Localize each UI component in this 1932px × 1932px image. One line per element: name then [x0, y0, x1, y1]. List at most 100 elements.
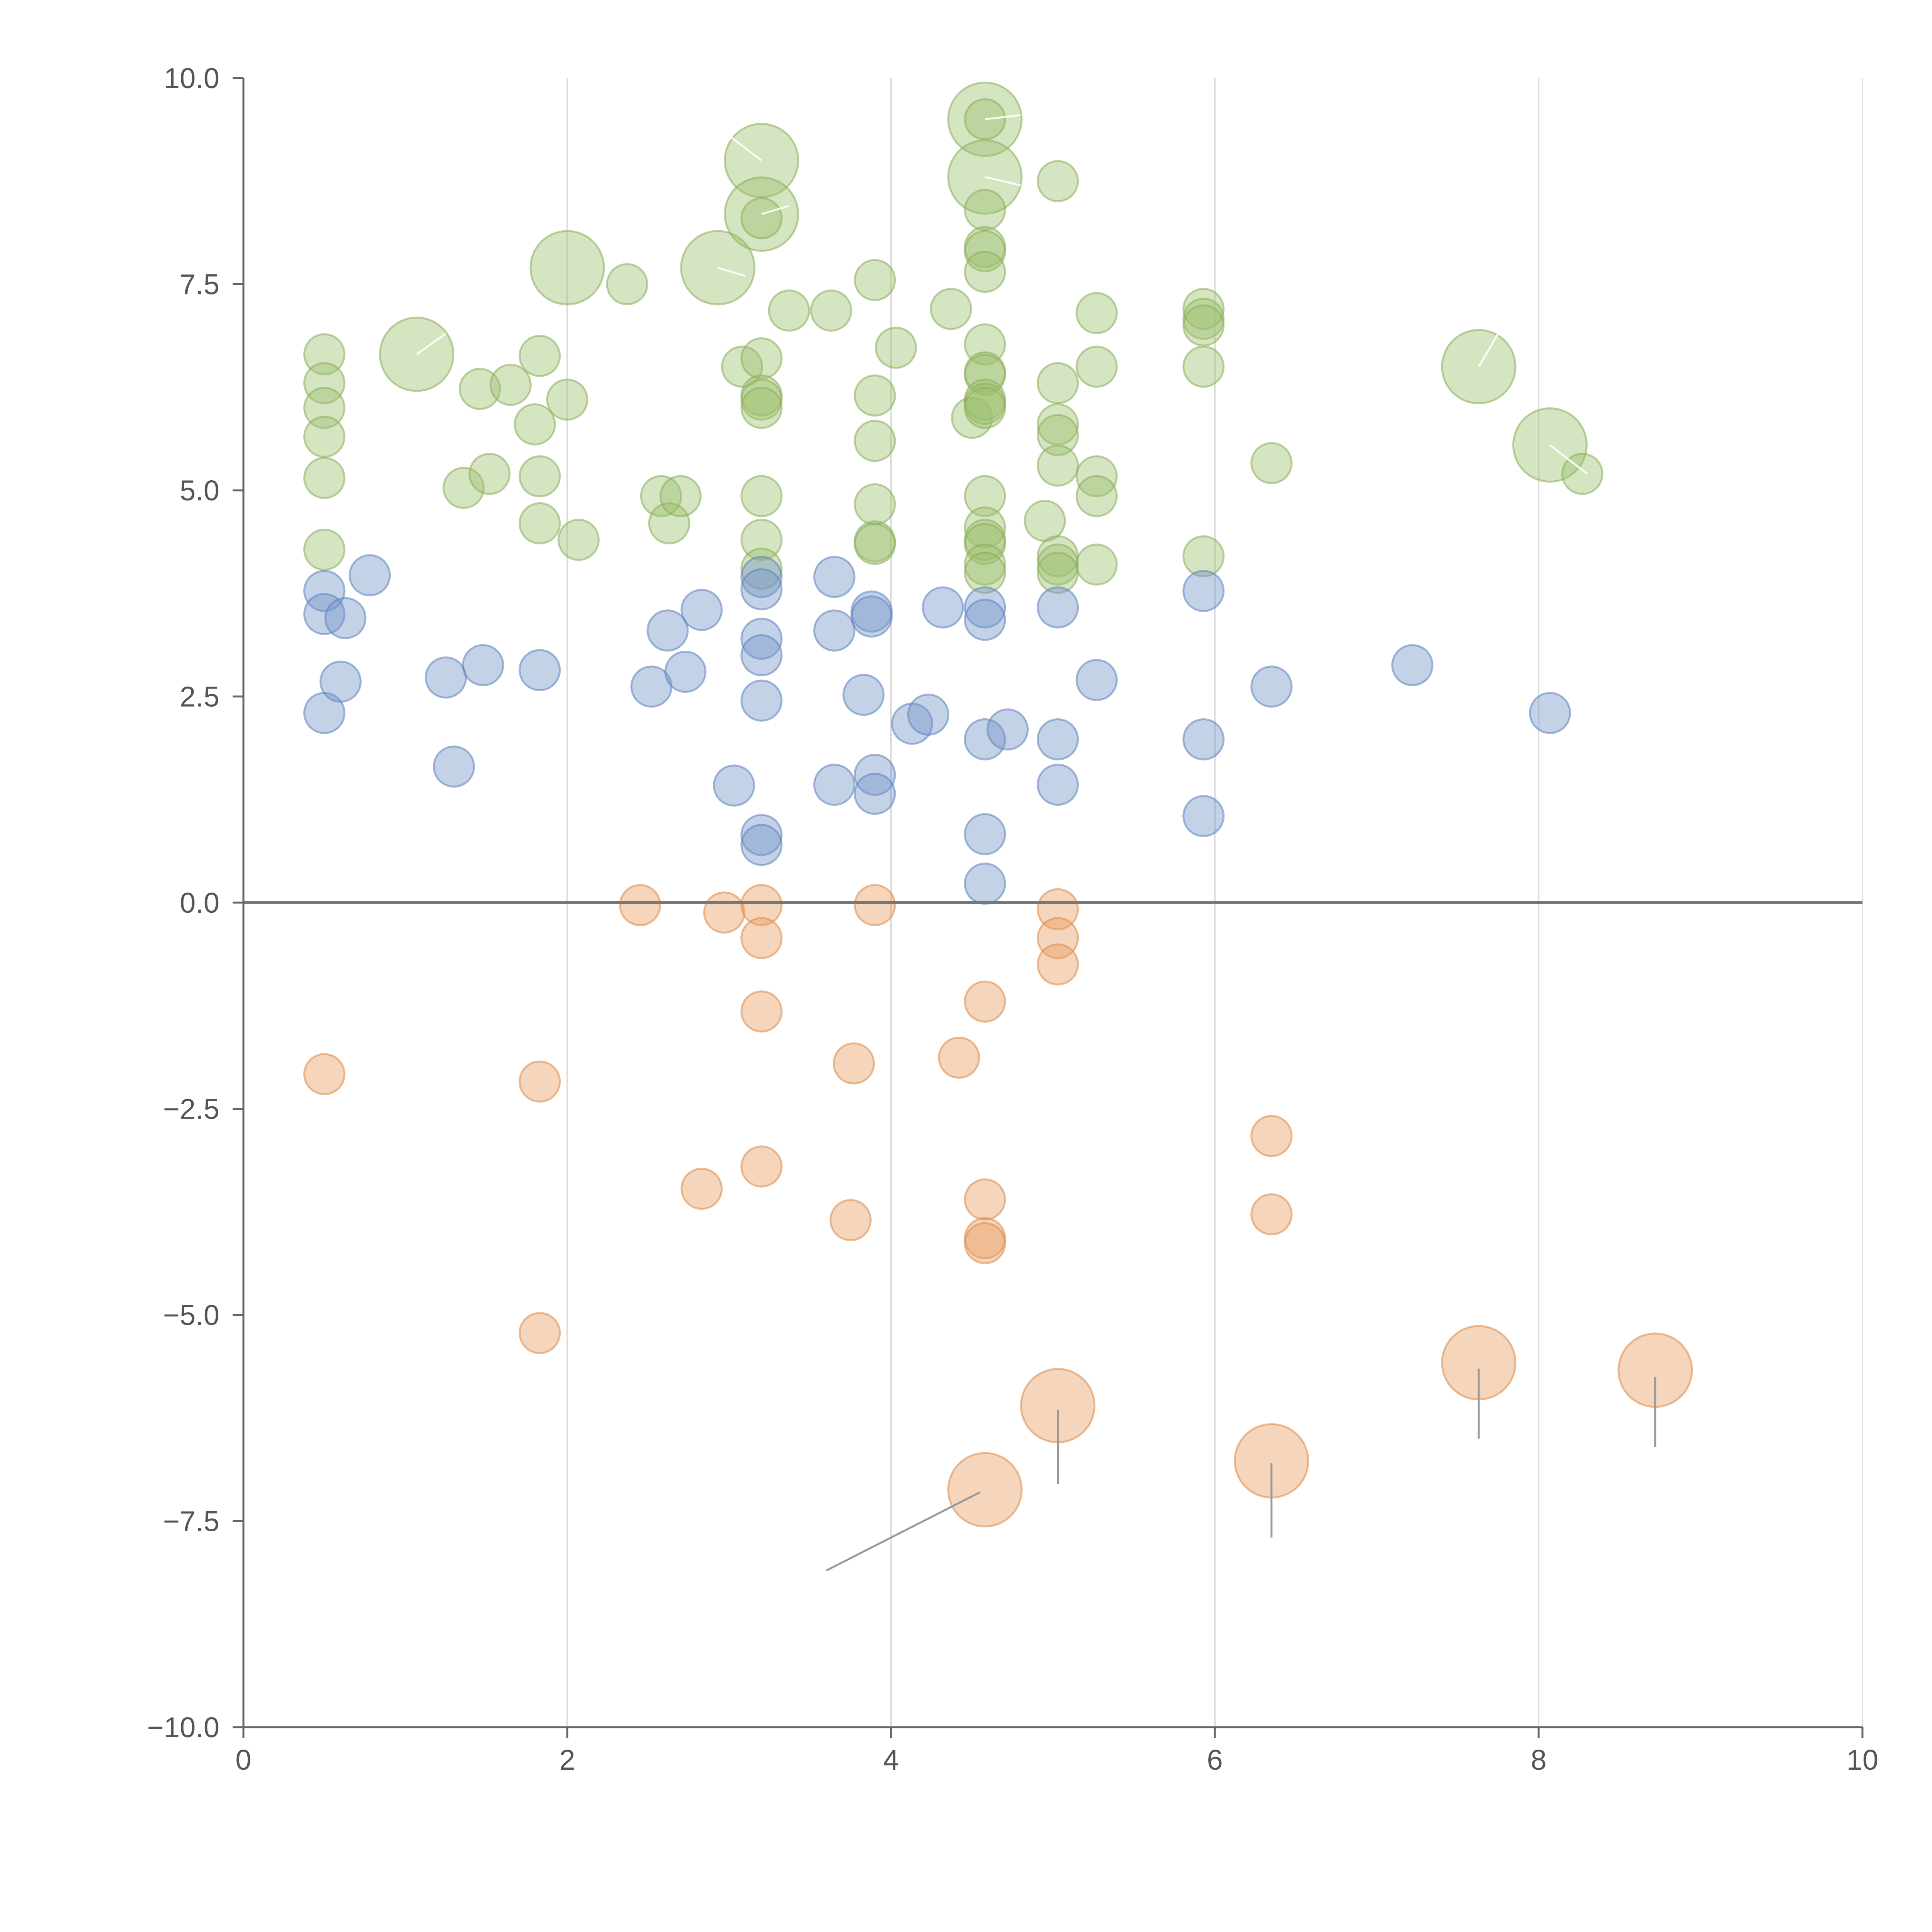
blue-bubble: [740, 568, 783, 611]
annotation-leader-line: [985, 114, 1021, 121]
x-tick-label: 10: [1847, 1744, 1878, 1776]
orange-bubble: [833, 1042, 875, 1085]
orange-bubble: [680, 1167, 723, 1210]
annotation-leader-line: [1549, 444, 1588, 475]
green-bubble: [740, 475, 783, 517]
blue-bubble: [462, 644, 504, 686]
annotation-leader-line: [717, 267, 746, 277]
blue-bubble: [713, 764, 755, 807]
green-bubble: [529, 230, 605, 306]
blue-bubble: [1037, 718, 1079, 760]
x-tick-label: 8: [1531, 1744, 1546, 1776]
y-tick-label: 0.0: [180, 887, 219, 919]
blue-bubble: [740, 617, 783, 660]
green-bubble: [303, 387, 345, 429]
blue-bubble: [964, 586, 1006, 629]
orange-bubble: [303, 1053, 345, 1095]
green-bubble: [768, 289, 810, 332]
orange-bubble: [740, 917, 783, 959]
blue-bubble: [1037, 764, 1079, 806]
green-bubble: [1182, 345, 1225, 388]
orange-bubble: [703, 891, 745, 934]
green-bubble: [303, 529, 345, 571]
green-bubble: [854, 420, 896, 462]
green-bubble: [1024, 500, 1066, 542]
annotation-leader-line: [985, 176, 1021, 186]
blue-bubble: [964, 813, 1006, 855]
annotation-leader-line: [728, 135, 762, 162]
blue-bubble: [1075, 659, 1118, 701]
green-bubble: [659, 475, 702, 517]
blue-bubble: [813, 764, 855, 806]
green-bubble: [1250, 442, 1293, 485]
green-bubble: [468, 452, 511, 495]
y-tick-label: −7.5: [163, 1505, 219, 1537]
y-tick-label: −2.5: [163, 1093, 219, 1125]
green-bubble: [303, 457, 345, 499]
y-tick-label: −5.0: [163, 1299, 219, 1331]
orange-bubble: [854, 884, 896, 926]
blue-bubble: [319, 660, 362, 703]
green-bubble: [1037, 414, 1079, 456]
blue-bubble: [813, 556, 855, 598]
x-tick-label: 4: [883, 1744, 899, 1776]
green-bubble: [810, 289, 852, 332]
annotation-leader-line: [1478, 333, 1499, 367]
annotation-leader-line: [761, 205, 789, 215]
green-bubble: [964, 250, 1006, 293]
green-bubble: [1561, 452, 1604, 495]
y-tick-label: 10.0: [164, 62, 219, 94]
y-tick-label: 7.5: [180, 269, 219, 301]
blue-bubble: [1182, 718, 1225, 760]
blue-bubble: [646, 609, 689, 652]
green-bubble: [442, 467, 485, 509]
green-bubble: [1037, 362, 1079, 405]
blue-bubble: [1529, 692, 1571, 734]
green-bubble: [740, 387, 783, 429]
green-bubble: [514, 403, 556, 446]
green-bubble: [489, 364, 532, 406]
green-bubble: [964, 551, 1006, 594]
y-tick-label: 5.0: [180, 474, 219, 507]
orange-bubble: [519, 1312, 561, 1354]
green-bubble: [1075, 475, 1118, 517]
green-bubble: [964, 189, 1006, 231]
orange-bubble: [829, 1199, 872, 1242]
green-bubble: [1037, 160, 1079, 202]
orange-bubble: [740, 1145, 783, 1188]
leader-layer: [416, 114, 1656, 1571]
orange-bubble: [964, 980, 1006, 1023]
blue-bubble: [740, 556, 783, 598]
orange-bubble: [964, 1222, 1006, 1264]
orange-bubble: [1037, 888, 1079, 930]
y-tick-label: −10.0: [147, 1711, 219, 1743]
axis-layer: 0 2 4 6 8 10 10.0 7.5 5.0 2.5 0.0 −2.5 −5.0 −7.5 −10.0: [147, 62, 1878, 1776]
blue-bubble: [1182, 570, 1225, 612]
green-bubble: [557, 519, 600, 561]
blue-bubble: [349, 554, 391, 597]
blue-bubble: [664, 650, 707, 693]
blue-bubble: [907, 693, 949, 736]
blue-bubble: [813, 609, 855, 652]
blue-bubble: [324, 597, 367, 639]
orange-bubble: [740, 884, 783, 926]
blue-bubble: [986, 708, 1029, 751]
blue-bubble: [1182, 795, 1225, 837]
green-bubble: [964, 506, 1006, 549]
green-bubble: [606, 263, 648, 305]
green-bubble: [1182, 304, 1225, 347]
blue-bubble: [425, 656, 467, 699]
orange-bubble: [964, 1178, 1006, 1221]
bubble-layer: [303, 82, 1693, 1527]
annotation-leader-line: [416, 333, 447, 355]
green-bubble: [964, 354, 1006, 396]
x-tick-label: 0: [235, 1744, 251, 1776]
blue-bubble: [964, 862, 1006, 905]
orange-bubble: [947, 1452, 1023, 1527]
x-tick-label: 2: [559, 1744, 575, 1776]
green-bubble: [740, 519, 783, 561]
blue-bubble: [1391, 644, 1434, 686]
blue-bubble: [433, 745, 475, 788]
